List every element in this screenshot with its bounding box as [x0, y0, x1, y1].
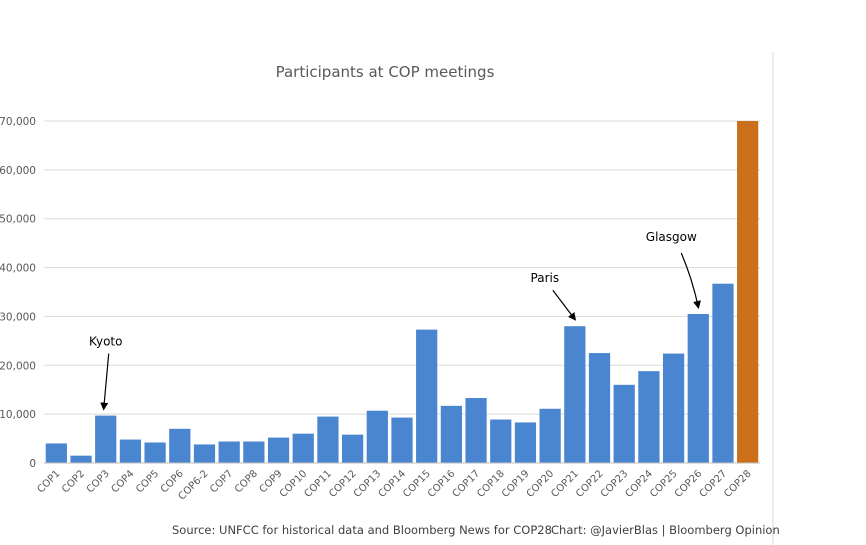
- y-tick-label: 60,000: [0, 165, 36, 177]
- x-tick-label: COP28: [722, 468, 754, 500]
- bar-cop18: [490, 419, 512, 463]
- y-tick-label: 10,000: [0, 409, 36, 421]
- bars: [45, 121, 759, 463]
- bar-cop25: [662, 353, 685, 463]
- y-tick-label: 20,000: [0, 360, 36, 372]
- bar-cop28: [737, 121, 759, 463]
- bar-cop13: [366, 410, 388, 463]
- bar-cop10: [292, 433, 314, 463]
- x-tick-label: COP5: [134, 468, 161, 495]
- bar-cop1: [45, 443, 67, 463]
- annotation-kyoto-label: Kyoto: [89, 335, 123, 349]
- bar-cop4: [119, 439, 142, 463]
- bar-cop23: [613, 384, 635, 463]
- annotations: Kyoto Paris Glasgow: [89, 230, 701, 411]
- bar-cop21: [564, 326, 586, 463]
- bar-cop6-2: [193, 444, 216, 463]
- y-tick-label: 30,000: [0, 311, 36, 323]
- annotation-paris-arrow: [552, 289, 577, 321]
- bar-cop6: [169, 428, 191, 463]
- x-tick-label: COP2: [60, 468, 87, 495]
- y-tick-label: 70,000: [0, 116, 36, 128]
- bar-cop3: [95, 415, 117, 463]
- bar-cop5: [144, 442, 166, 463]
- bar-cop14: [391, 417, 413, 463]
- bar-cop11: [317, 416, 339, 463]
- annotation-kyoto-arrow: [100, 353, 110, 411]
- y-tick-label: 0: [29, 458, 36, 470]
- bar-cop7: [218, 441, 240, 463]
- y-tick-label: 50,000: [0, 214, 36, 226]
- bar-cop9: [267, 437, 290, 463]
- bar-cop22: [588, 353, 611, 463]
- x-tick-label: COP7: [208, 468, 235, 495]
- x-tick-label: COP1: [35, 468, 62, 495]
- y-tick-label: 40,000: [0, 263, 36, 275]
- chart-title: Participants at COP meetings: [276, 63, 495, 81]
- bar-cop20: [539, 408, 561, 463]
- bar-cop17: [465, 398, 487, 463]
- chart-credit: Chart: @JavierBlas | Bloomberg Opinion: [551, 523, 780, 537]
- bar-cop19: [514, 422, 537, 463]
- bar-cop2: [70, 455, 92, 463]
- x-axis-tick-labels: COP1COP2COP3COP4COP5COP6COP6-2COP7COP8CO…: [35, 468, 753, 502]
- bar-cop12: [342, 434, 364, 463]
- annotation-glasgow-arrow: [680, 252, 701, 309]
- gridlines: [44, 120, 760, 415]
- bar-cop15: [416, 329, 438, 463]
- bar-cop26: [687, 313, 709, 463]
- annotation-glasgow-label: Glasgow: [646, 230, 697, 244]
- bar-cop16: [440, 405, 462, 463]
- x-tick-label: COP8: [233, 468, 260, 495]
- bar-cop24: [638, 371, 660, 463]
- bar-cop27: [712, 283, 734, 463]
- x-tick-label: COP3: [85, 468, 112, 495]
- annotation-paris-label: Paris: [531, 271, 560, 285]
- y-axis-tick-labels: 0 10,000 20,000 30,000 40,000 50,000 60,000 70,…: [0, 116, 36, 470]
- x-tick-label: COP4: [109, 468, 136, 495]
- source-note: Source: UNFCC for historical data and Bl…: [172, 523, 552, 537]
- bar-cop8: [243, 441, 265, 463]
